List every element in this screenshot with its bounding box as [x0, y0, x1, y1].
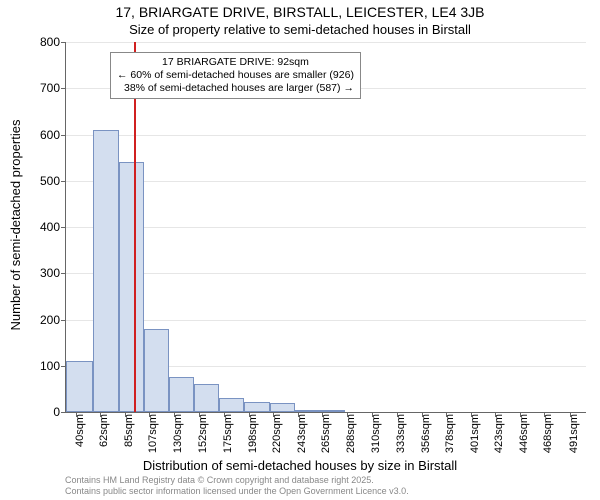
ytick-label: 700 [20, 81, 60, 95]
ytick-label: 200 [20, 313, 60, 327]
xtick-label: 175sqm [222, 414, 234, 454]
histogram-bar [270, 403, 295, 412]
xtick-label: 85sqm [123, 414, 135, 454]
gridline [66, 320, 586, 321]
xtick-label: 62sqm [98, 414, 110, 454]
ytick-mark [61, 273, 66, 274]
gridline [66, 227, 586, 228]
ytick-label: 0 [20, 405, 60, 419]
histogram-bar [119, 162, 144, 412]
annotation-box: 17 BRIARGATE DRIVE: 92sqm ← 60% of semi-… [110, 52, 361, 99]
footer-line2: Contains public sector information licen… [65, 486, 409, 497]
xtick-label: 468sqm [542, 414, 554, 454]
xtick-label: 401sqm [469, 414, 481, 454]
histogram-bar [144, 329, 169, 412]
ytick-mark [61, 320, 66, 321]
chart-container: 17, BRIARGATE DRIVE, BIRSTALL, LEICESTER… [0, 0, 600, 500]
xtick-label: 130sqm [172, 414, 184, 454]
gridline [66, 42, 586, 43]
xtick-label: 333sqm [395, 414, 407, 454]
histogram-bar [320, 410, 345, 412]
footer-attribution: Contains HM Land Registry data © Crown c… [65, 475, 409, 497]
chart-title-sub: Size of property relative to semi-detach… [0, 22, 600, 37]
histogram-bar [93, 130, 118, 412]
ytick-mark [61, 88, 66, 89]
ytick-mark [61, 181, 66, 182]
annotation-line3: 38% of semi-detached houses are larger (… [117, 82, 354, 95]
footer-line1: Contains HM Land Registry data © Crown c… [65, 475, 409, 486]
xtick-label: 265sqm [320, 414, 332, 454]
ytick-mark [61, 135, 66, 136]
annotation-line1: 17 BRIARGATE DRIVE: 92sqm [117, 56, 354, 69]
xtick-label: 378sqm [444, 414, 456, 454]
histogram-bar [244, 402, 269, 412]
annotation-line2: ← 60% of semi-detached houses are smalle… [117, 69, 354, 82]
xtick-label: 220sqm [271, 414, 283, 454]
xtick-label: 288sqm [345, 414, 357, 454]
ytick-label: 800 [20, 35, 60, 49]
histogram-bar [66, 361, 93, 412]
chart-title-main: 17, BRIARGATE DRIVE, BIRSTALL, LEICESTER… [0, 4, 600, 20]
ytick-label: 100 [20, 359, 60, 373]
ytick-label: 500 [20, 174, 60, 188]
ytick-label: 300 [20, 266, 60, 280]
x-axis-label: Distribution of semi-detached houses by … [0, 458, 600, 473]
xtick-label: 310sqm [370, 414, 382, 454]
xtick-label: 152sqm [197, 414, 209, 454]
xtick-label: 198sqm [247, 414, 259, 454]
xtick-label: 107sqm [147, 414, 159, 454]
gridline [66, 135, 586, 136]
gridline [66, 181, 586, 182]
ytick-mark [61, 227, 66, 228]
gridline [66, 273, 586, 274]
xtick-label: 356sqm [420, 414, 432, 454]
xtick-label: 40sqm [74, 414, 86, 454]
ytick-label: 600 [20, 128, 60, 142]
ytick-mark [61, 42, 66, 43]
histogram-bar [219, 398, 244, 412]
xtick-label: 423sqm [493, 414, 505, 454]
ytick-label: 400 [20, 220, 60, 234]
xtick-label: 446sqm [518, 414, 530, 454]
histogram-bar [194, 384, 219, 412]
ytick-mark [61, 412, 66, 413]
histogram-bar [169, 377, 194, 412]
xtick-label: 243sqm [296, 414, 308, 454]
xtick-label: 491sqm [568, 414, 580, 454]
